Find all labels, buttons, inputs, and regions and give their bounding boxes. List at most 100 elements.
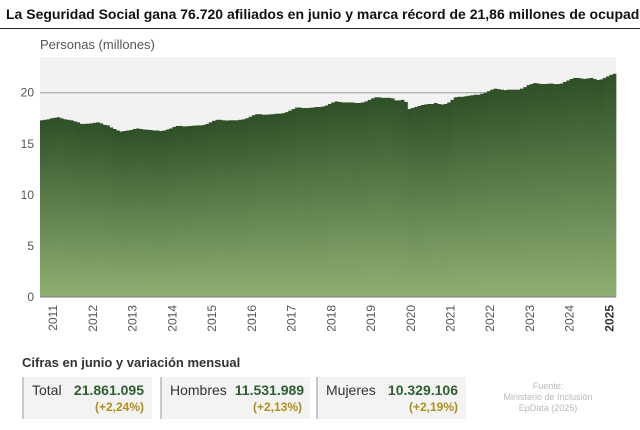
bar-2014-07 <box>179 125 183 297</box>
x-tick-2021: 2021 <box>444 305 458 332</box>
x-tick-2015: 2015 <box>205 305 219 332</box>
bar-2024-01 <box>556 84 561 297</box>
bar-2014-04 <box>169 128 173 297</box>
bar-2013-12 <box>155 130 160 297</box>
bar-2016-08 <box>261 114 266 297</box>
bar-2017-11 <box>311 107 316 297</box>
y-ticks: 0 5 10 15 20 <box>21 86 35 304</box>
title-divider <box>0 28 640 29</box>
bar-2018-06 <box>334 101 339 298</box>
bar-2013-05 <box>132 129 137 297</box>
stat-total: Total 21.861.095 (+2,24%) <box>22 377 152 419</box>
bar-2021-03 <box>443 103 448 297</box>
bar-2012-03 <box>86 123 90 297</box>
bar-2023-07 <box>536 83 541 297</box>
bar-2018-04 <box>328 103 332 297</box>
bar-2011-08 <box>63 119 67 297</box>
bar-2017-12 <box>314 107 319 297</box>
x-tick-2023: 2023 <box>523 305 537 332</box>
bar-2019-02 <box>361 102 365 297</box>
x-tick-2012: 2012 <box>86 305 100 332</box>
bar-2022-02 <box>480 93 484 297</box>
bar-2020-09 <box>424 104 428 298</box>
y-tick-0: 0 <box>27 290 34 304</box>
bar-2012-01 <box>79 123 84 297</box>
bar-2020-07 <box>417 106 422 298</box>
bar-2025-02 <box>599 79 604 297</box>
bar-2015-02 <box>202 124 206 297</box>
bar-2016-05 <box>251 115 256 298</box>
bar-2018-12 <box>354 102 359 298</box>
x-tick-2019: 2019 <box>364 305 378 332</box>
bar-2016-02 <box>241 119 246 297</box>
bar-2016-10 <box>268 114 273 298</box>
bar-2013-04 <box>129 130 134 297</box>
bar-2011-01 <box>40 120 44 297</box>
stat-hombres-label: Hombres <box>170 382 227 398</box>
x-tick-2022: 2022 <box>483 305 497 332</box>
bar-2023-10 <box>546 83 551 297</box>
bar-2012-10 <box>109 127 114 297</box>
bar-2013-02 <box>122 131 127 297</box>
bar-2015-09 <box>225 120 230 298</box>
stat-total-label: Total <box>32 382 62 398</box>
bar-2019-05 <box>371 98 375 297</box>
bar-2023-09 <box>543 84 547 297</box>
bar-2018-09 <box>344 102 349 297</box>
bar-2013-08 <box>142 129 147 297</box>
stat-mujeres: Mujeres 10.329.106 (+2,19%) <box>316 377 466 419</box>
bar-2023-06 <box>533 83 537 297</box>
bar-2024-09 <box>582 78 587 298</box>
bar-2023-11 <box>549 83 554 297</box>
bar-2011-09 <box>66 119 71 297</box>
bar-2020-10 <box>427 103 431 297</box>
stat-total-value: 21.861.095 <box>73 382 144 398</box>
bar-2018-10 <box>347 102 352 297</box>
bar-2021-02 <box>440 104 445 298</box>
bar-2014-06 <box>175 125 180 297</box>
bar-2022-05 <box>490 89 494 298</box>
bar-2017-02 <box>281 113 286 297</box>
bar-2024-10 <box>586 78 590 297</box>
bar-2019-09 <box>384 97 388 297</box>
summary-heading: Cifras en junio y variación mensual <box>22 355 241 370</box>
bar-2024-04 <box>566 80 570 297</box>
bar-2015-10 <box>228 120 233 297</box>
bar-2011-03 <box>46 119 51 297</box>
stat-mujeres-change: (+2,19%) <box>408 400 458 414</box>
x-tick-2013: 2013 <box>126 305 140 332</box>
bar-2015-04 <box>208 122 213 297</box>
bar-2020-01 <box>397 100 402 298</box>
stat-hombres-change: (+2,13%) <box>252 400 302 414</box>
bar-2016-11 <box>271 114 276 297</box>
x-tick-2014: 2014 <box>165 305 179 332</box>
bar-2011-10 <box>69 120 74 297</box>
bar-2014-08 <box>182 126 186 297</box>
bar-2023-02 <box>520 88 524 297</box>
bar-2013-07 <box>139 129 143 297</box>
y-tick-10: 10 <box>21 188 35 202</box>
bar-2011-05 <box>53 117 57 298</box>
bar-2016-07 <box>258 114 263 297</box>
bar-2017-05 <box>291 109 296 297</box>
bar-2022-11 <box>510 89 514 298</box>
bar-2021-07 <box>457 96 461 297</box>
bar-2021-10 <box>467 95 471 297</box>
bar-2017-09 <box>304 108 309 297</box>
bar-2013-06 <box>136 128 140 297</box>
bar-2017-06 <box>294 107 299 297</box>
bar-2014-05 <box>172 126 177 298</box>
bar-2011-04 <box>49 118 54 297</box>
bar-2025-01 <box>596 79 600 297</box>
bar-2018-01 <box>318 107 322 297</box>
bar-2016-04 <box>248 116 253 298</box>
source-label: Fuente: <box>532 381 564 391</box>
bar-2019-10 <box>387 97 392 297</box>
bar-2019-01 <box>357 102 362 298</box>
stat-hombres-value: 11.531.989 <box>234 382 305 398</box>
bar-2017-01 <box>278 113 282 298</box>
bar-2011-07 <box>59 118 64 297</box>
bar-2017-03 <box>284 112 289 298</box>
chart-title: La Seguridad Social gana 76.720 afiliado… <box>6 6 640 22</box>
bar-2018-03 <box>324 105 329 297</box>
